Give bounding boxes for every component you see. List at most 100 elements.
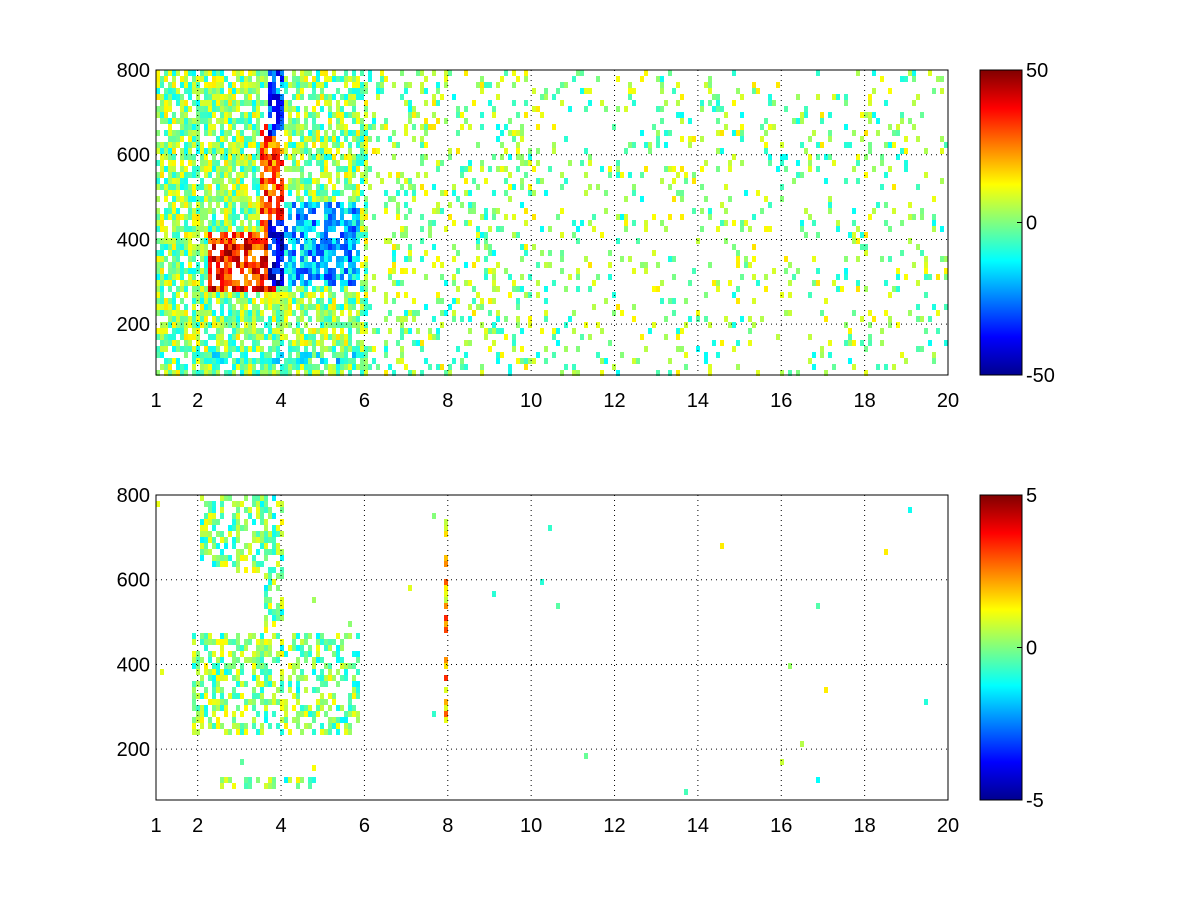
top-heatmap-cell	[204, 112, 208, 118]
top-heatmap-cell	[232, 118, 236, 124]
top-heatmap-cell	[708, 76, 712, 82]
top-heatmap-cell	[172, 280, 176, 286]
top-heatmap-cell	[220, 100, 224, 106]
top-heatmap-cell	[396, 202, 400, 208]
bottom-heatmap-cell	[272, 633, 276, 639]
top-heatmap-cell	[228, 280, 232, 286]
top-heatmap-cell	[308, 70, 312, 76]
top-heatmap-cell	[276, 70, 280, 76]
bottom-heatmap-cell	[244, 639, 248, 645]
top-heatmap-cell	[192, 208, 196, 214]
top-heatmap-cell	[224, 214, 228, 220]
top-heatmap-cell	[576, 274, 580, 280]
bottom-heatmap-cell	[256, 567, 260, 573]
top-heatmap-cell	[240, 340, 244, 346]
top-heatmap-cell	[920, 214, 924, 220]
top-heatmap-cell	[320, 190, 324, 196]
top-heatmap-cell	[192, 346, 196, 352]
top-heatmap-cell	[304, 232, 308, 238]
top-heatmap-cell	[708, 370, 712, 376]
top-heatmap-cell	[316, 82, 320, 88]
top-heatmap-cell	[764, 148, 768, 154]
top-heatmap-cell	[280, 238, 284, 244]
top-heatmap-cell	[460, 166, 464, 172]
top-heatmap-cell	[552, 328, 556, 334]
top-heatmap-cell	[524, 358, 528, 364]
top-heatmap-cell	[280, 94, 284, 100]
top-heatmap-cell	[172, 238, 176, 244]
top-heatmap-cell	[684, 352, 688, 358]
top-heatmap-cell	[160, 298, 164, 304]
top-heatmap-cell	[256, 304, 260, 310]
bottom-heatmap-cell	[200, 639, 204, 645]
top-heatmap-cell	[264, 100, 268, 106]
top-heatmap-cell	[356, 226, 360, 232]
top-heatmap-cell	[164, 130, 168, 136]
top-heatmap-cell	[296, 298, 300, 304]
bottom-heatmap-cell	[256, 777, 260, 783]
bottom-heatmap-cell	[200, 633, 204, 639]
top-heatmap-cell	[664, 166, 668, 172]
top-heatmap-cell	[492, 208, 496, 214]
top-heatmap-cell	[228, 256, 232, 262]
top-heatmap-cell	[336, 220, 340, 226]
top-heatmap-cell	[320, 238, 324, 244]
top-heatmap-cell	[240, 142, 244, 148]
top-heatmap-cell	[304, 70, 308, 76]
top-heatmap-cell	[160, 292, 164, 298]
top-heatmap-cell	[472, 262, 476, 268]
top-heatmap-cell	[384, 190, 388, 196]
top-heatmap-cell	[232, 346, 236, 352]
top-heatmap-cell	[724, 208, 728, 214]
top-heatmap-cell	[280, 196, 284, 202]
top-heatmap-cell	[688, 142, 692, 148]
bottom-axes-frame	[155, 494, 949, 801]
top-heatmap-cell	[268, 232, 272, 238]
bottom-colorbar: 50-5	[979, 485, 1044, 812]
top-heatmap-cell	[316, 352, 320, 358]
top-heatmap-cell	[784, 310, 788, 316]
top-heatmap-cell	[324, 142, 328, 148]
top-heatmap-cell	[184, 268, 188, 274]
top-heatmap-cell	[936, 76, 940, 82]
top-heatmap-cell	[180, 130, 184, 136]
top-heatmap-cell	[788, 370, 792, 376]
bottom-heatmap-cell	[224, 639, 228, 645]
top-heatmap-cell	[220, 226, 224, 232]
top-heatmap-cell	[248, 226, 252, 232]
top-heatmap-cell	[312, 118, 316, 124]
top-heatmap-cell	[476, 244, 480, 250]
top-heatmap-cell	[280, 274, 284, 280]
top-heatmap-cell	[700, 106, 704, 112]
top-heatmap-cell	[864, 244, 868, 250]
top-heatmap-cell	[440, 94, 444, 100]
bottom-heatmap-cell	[260, 651, 264, 657]
top-heatmap-cell	[456, 106, 460, 112]
top-heatmap-cell	[300, 286, 304, 292]
top-heatmap-cell	[364, 88, 368, 94]
top-heatmap-cell	[176, 340, 180, 346]
top-heatmap-cell	[336, 322, 340, 328]
top-heatmap-cell	[288, 298, 292, 304]
top-heatmap-cell	[324, 154, 328, 160]
top-heatmap-cell	[504, 214, 508, 220]
top-heatmap-cell	[260, 274, 264, 280]
top-heatmap-cell	[600, 370, 604, 376]
top-heatmap-cell	[180, 124, 184, 130]
bottom-heatmap-cell	[224, 675, 228, 681]
top-heatmap-cell	[316, 232, 320, 238]
top-heatmap-cell	[232, 220, 236, 226]
top-heatmap-cell	[824, 370, 828, 376]
top-heatmap-cell	[352, 106, 356, 112]
top-heatmap-cell	[164, 346, 168, 352]
top-heatmap-cell	[228, 226, 232, 232]
top-heatmap-cell	[440, 274, 444, 280]
top-heatmap-cell	[484, 82, 488, 88]
top-heatmap-cell	[468, 304, 472, 310]
top-heatmap-cell	[172, 334, 176, 340]
bottom-heatmap-cell	[444, 525, 448, 531]
top-heatmap-cell	[436, 202, 440, 208]
top-heatmap-cell	[660, 118, 664, 124]
top-heatmap-cell	[356, 136, 360, 142]
top-heatmap-cell	[544, 190, 548, 196]
